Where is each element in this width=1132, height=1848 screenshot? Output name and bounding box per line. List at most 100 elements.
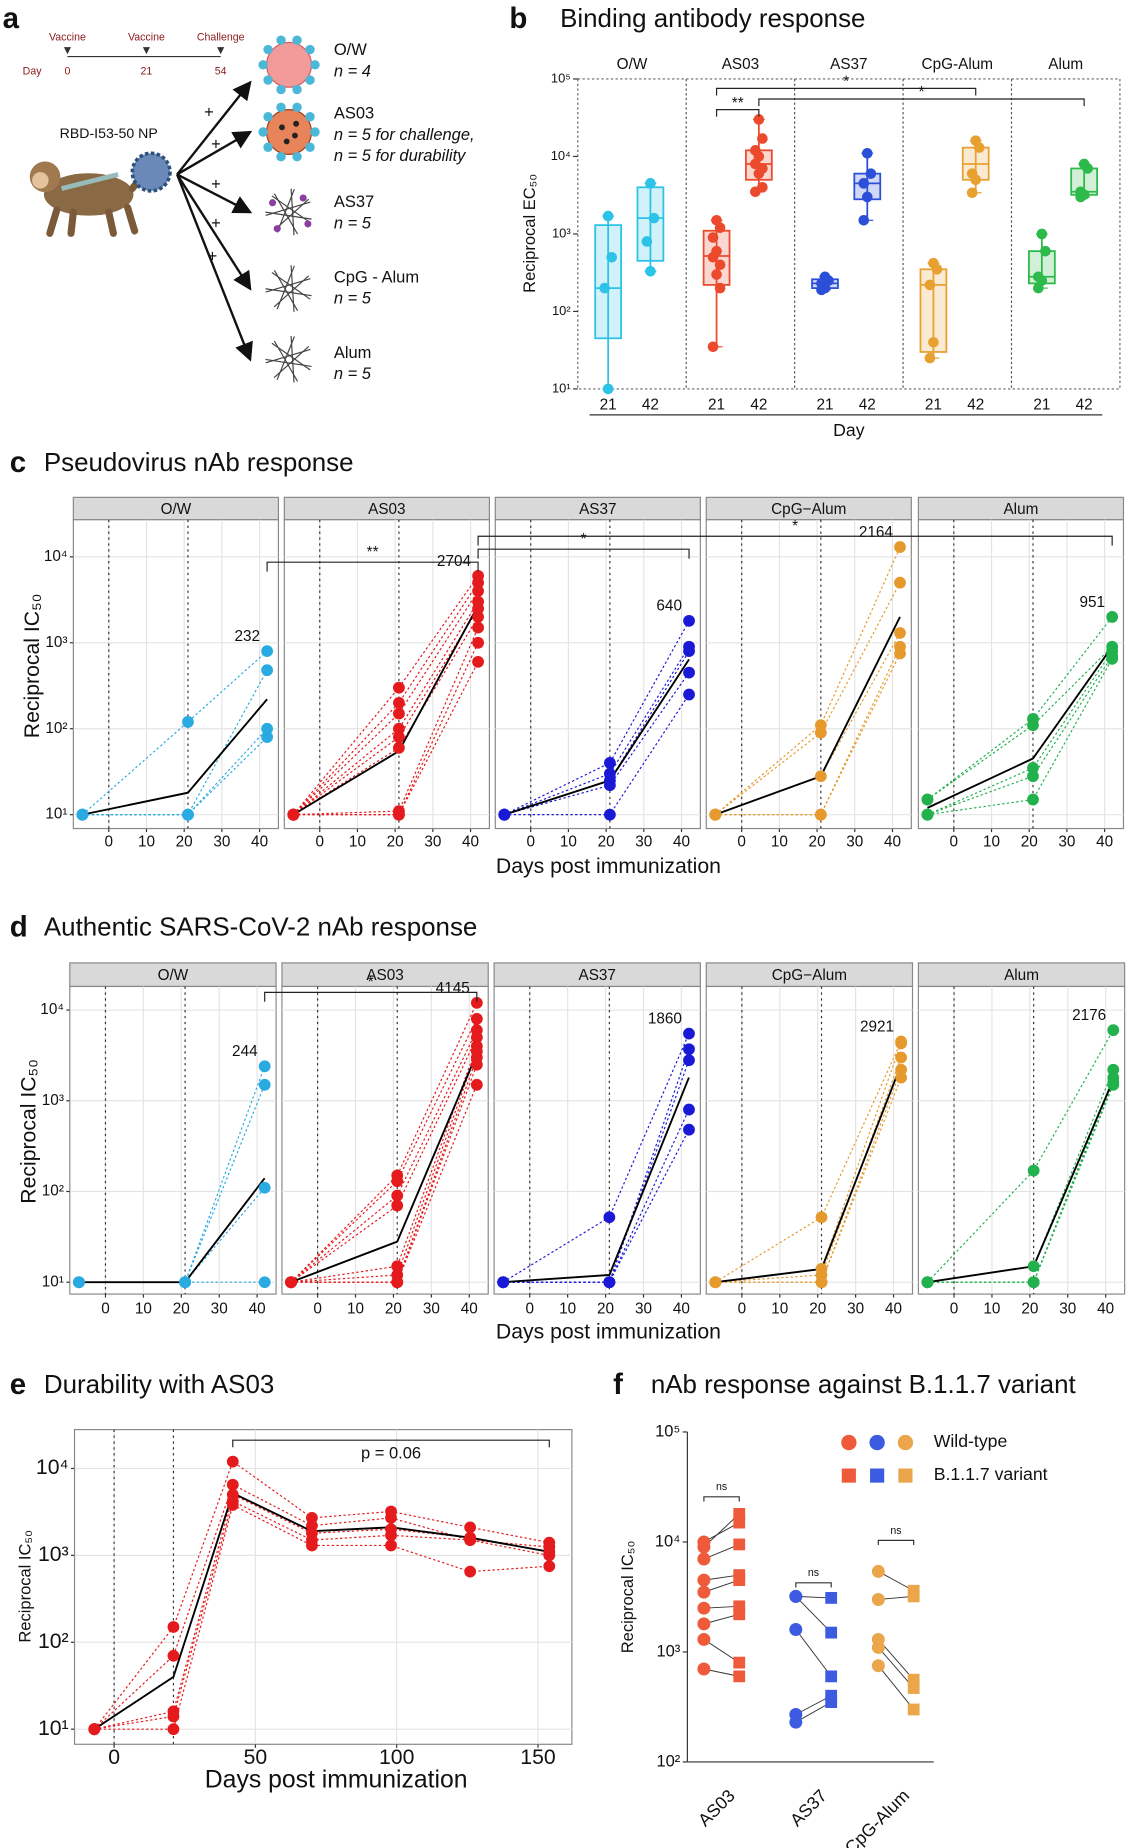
bracket: [715, 109, 760, 117]
animal-point: [464, 1565, 477, 1578]
animal-point: [88, 1723, 101, 1736]
monkey-limb: [124, 203, 139, 235]
bracket: [758, 98, 1085, 107]
adjuvant-dot: [293, 120, 300, 127]
point: [825, 1670, 838, 1683]
point: [733, 1670, 746, 1683]
adjuvant-dot: [299, 194, 307, 202]
y-tick-label: 10²: [656, 1752, 680, 1770]
gmt-label: 2921: [860, 1018, 894, 1035]
point: [966, 187, 978, 199]
timeline-arrow: [217, 47, 225, 55]
chart-title: Durability with AS03: [44, 1371, 274, 1399]
animal-point: [683, 1103, 695, 1116]
x-tick-label: 30: [1058, 834, 1075, 851]
y-tick-label: 10³: [45, 634, 67, 651]
x-tick-label: 0: [737, 834, 746, 851]
animal-point: [182, 716, 194, 728]
x-tick-label: 10: [349, 834, 366, 851]
point: [1082, 163, 1093, 174]
animal-point: [814, 770, 827, 783]
x-tick-label: 40: [673, 834, 690, 851]
animal-point: [683, 1123, 695, 1136]
animal-point: [470, 1031, 483, 1044]
point: [707, 341, 719, 353]
group-note: n = 4: [334, 62, 371, 80]
group-label: O/W: [617, 56, 648, 73]
gmt-label: 2704: [437, 553, 472, 570]
point: [733, 1507, 746, 1520]
y-tick-label: 10⁴: [551, 148, 571, 163]
gmt-label: 951: [1080, 594, 1106, 611]
adjuvant-fiber: [273, 346, 310, 379]
animal-point: [1027, 1260, 1040, 1273]
mean-line: [82, 698, 268, 816]
mean-line: [927, 646, 1113, 809]
adjuvant-fiber: [290, 335, 295, 383]
animal-point: [814, 726, 827, 739]
animal-point: [894, 647, 906, 660]
point: [871, 1564, 885, 1578]
adjuvant-bead: [263, 44, 273, 55]
point: [865, 168, 877, 179]
animal-point: [167, 1649, 180, 1662]
chart-title: nAb response against B.1.1.7 variant: [651, 1371, 1077, 1399]
x-tick-label: 0: [105, 834, 114, 851]
point: [973, 142, 985, 153]
bracket-label: **: [732, 95, 744, 112]
panel-label: b: [509, 2, 527, 35]
legend-marker: [869, 1434, 885, 1451]
legend-label: Wild-type: [934, 1431, 1008, 1451]
point: [907, 1590, 920, 1603]
point: [697, 1601, 711, 1615]
animal-point: [391, 1199, 404, 1212]
point: [825, 1689, 838, 1702]
x-tick-label: 42: [859, 396, 876, 413]
animal-point: [709, 1276, 722, 1289]
adjuvant-bead: [263, 142, 273, 152]
legend-marker: [841, 1468, 856, 1483]
group-name: AS03: [334, 105, 374, 123]
x-tick-label: 20: [1021, 834, 1038, 851]
animal-point: [472, 602, 484, 615]
animal-point: [385, 1511, 397, 1524]
bracket-label: *: [843, 74, 849, 91]
point: [858, 214, 870, 226]
annotation: ns: [716, 1481, 727, 1493]
animal-point: [261, 722, 274, 735]
panel-label: e: [10, 1368, 26, 1401]
adjuvant-dot: [283, 138, 290, 145]
timeline-arrow: [63, 47, 71, 55]
plus: +: [211, 175, 221, 193]
x-tick-label: AS37: [786, 1785, 831, 1830]
x-tick-label: 20: [173, 1300, 190, 1317]
x-axis-title: Days post immunization: [496, 855, 721, 878]
y-tick-label: 10⁴: [44, 548, 68, 565]
point: [825, 1592, 838, 1604]
bracket-label: *: [581, 531, 587, 548]
point: [641, 236, 653, 247]
animal-line: [715, 1057, 902, 1283]
animal-point: [258, 1181, 271, 1194]
animal-line: [927, 658, 1113, 816]
animal-point: [226, 1455, 239, 1468]
animal-point: [472, 585, 484, 597]
animal-line: [292, 590, 479, 816]
x-tick-label: 20: [809, 834, 826, 851]
x-axis-title: Day: [833, 420, 865, 440]
x-tick-label: 42: [642, 396, 659, 413]
animal-point: [603, 1211, 616, 1224]
adjuvant-fiber: [290, 265, 295, 312]
legend-marker: [841, 1434, 857, 1451]
plus: +: [204, 104, 214, 122]
y-tick-label: 10⁴: [36, 1456, 69, 1479]
animal-point: [894, 541, 906, 553]
animal-point: [895, 1071, 908, 1084]
bracket: [477, 548, 690, 559]
monkey-face: [32, 172, 49, 189]
point: [825, 1626, 838, 1639]
y-tick-label: 10¹: [45, 806, 67, 823]
x-tick-label: 21: [600, 396, 617, 413]
x-axis-title: Days post immunization: [205, 1766, 468, 1793]
